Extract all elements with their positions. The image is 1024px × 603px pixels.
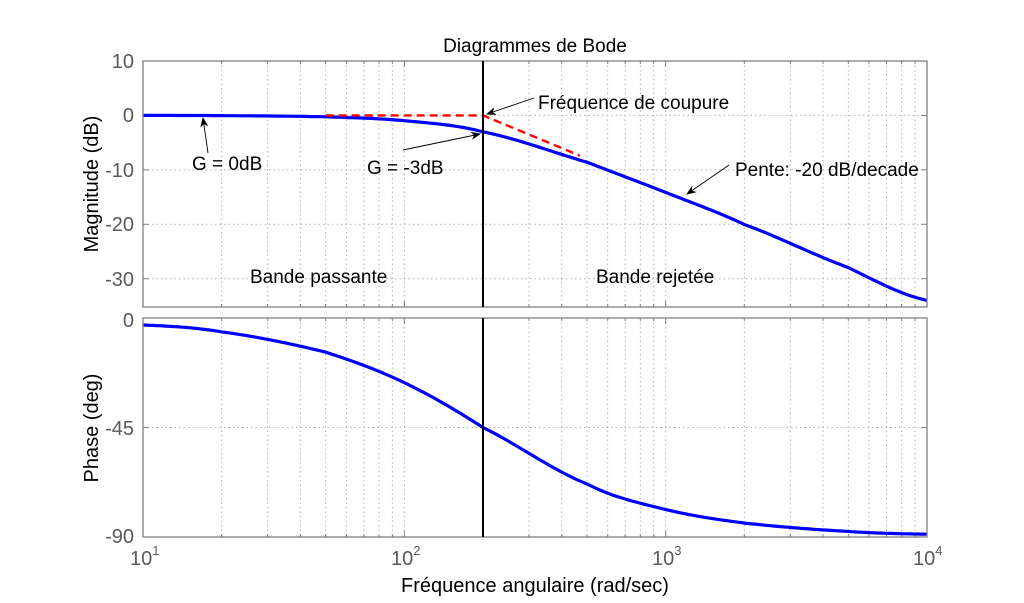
- magnitude-axes: 10 0 -10 -20 -30 Magnitude (dB) G = 0dB …: [81, 51, 928, 308]
- phase-curves: [142, 323, 928, 536]
- mag-tick-label: -10: [105, 160, 134, 182]
- arrow-cutoff: [486, 97, 535, 115]
- phase-axes-frame: [142, 317, 928, 538]
- mag-tick-label: 0: [123, 105, 134, 127]
- annotation-g-3db: G = -3dB: [367, 158, 444, 179]
- annotation-cutoff: Fréquence de coupure: [538, 93, 729, 114]
- x-tick-label: 104: [913, 543, 942, 570]
- arrow-slope: [686, 164, 730, 195]
- chart-title: Diagrammes de Bode: [443, 36, 627, 57]
- x-tick-label: 101: [130, 543, 159, 570]
- magnitude-y-axis-label: Magnitude (dB): [81, 116, 103, 253]
- mag-tick-label: 10: [112, 51, 134, 73]
- band-reject-label: Bande rejetée: [596, 267, 714, 288]
- arrow-g-3db: [402, 131, 481, 151]
- phase-tick-label: -90: [105, 526, 134, 548]
- phase-curve: [142, 323, 928, 536]
- x-tick-label: 103: [652, 543, 681, 570]
- band-pass-label: Bande passante: [250, 267, 387, 288]
- x-tick-label: 102: [391, 543, 420, 570]
- x-axis-label: Fréquence angulaire (rad/sec): [401, 575, 669, 597]
- magnitude-curve: [143, 113, 928, 302]
- mag-tick-label: -30: [105, 269, 134, 291]
- annotation-g-0db: G = 0dB: [192, 154, 262, 175]
- phase-y-axis-label: Phase (deg): [81, 374, 103, 483]
- magnitude-y-ticks: 10 0 -10 -20 -30: [105, 51, 134, 291]
- phase-tick-label: -45: [105, 418, 134, 440]
- phase-axes: 0 -45 -90 Phase (deg) 101 102 103 104 Fr…: [81, 310, 942, 597]
- x-tick-labels: 101 102 103 104: [130, 543, 942, 570]
- phase-tick-label: 0: [123, 310, 134, 332]
- arrow-g-0db: [200, 117, 209, 154]
- phase-grid: [142, 317, 927, 538]
- magnitude-axes-frame: [142, 60, 928, 308]
- mag-tick-label: -20: [105, 214, 134, 236]
- annotation-slope: Pente: -20 dB/decade: [735, 160, 919, 181]
